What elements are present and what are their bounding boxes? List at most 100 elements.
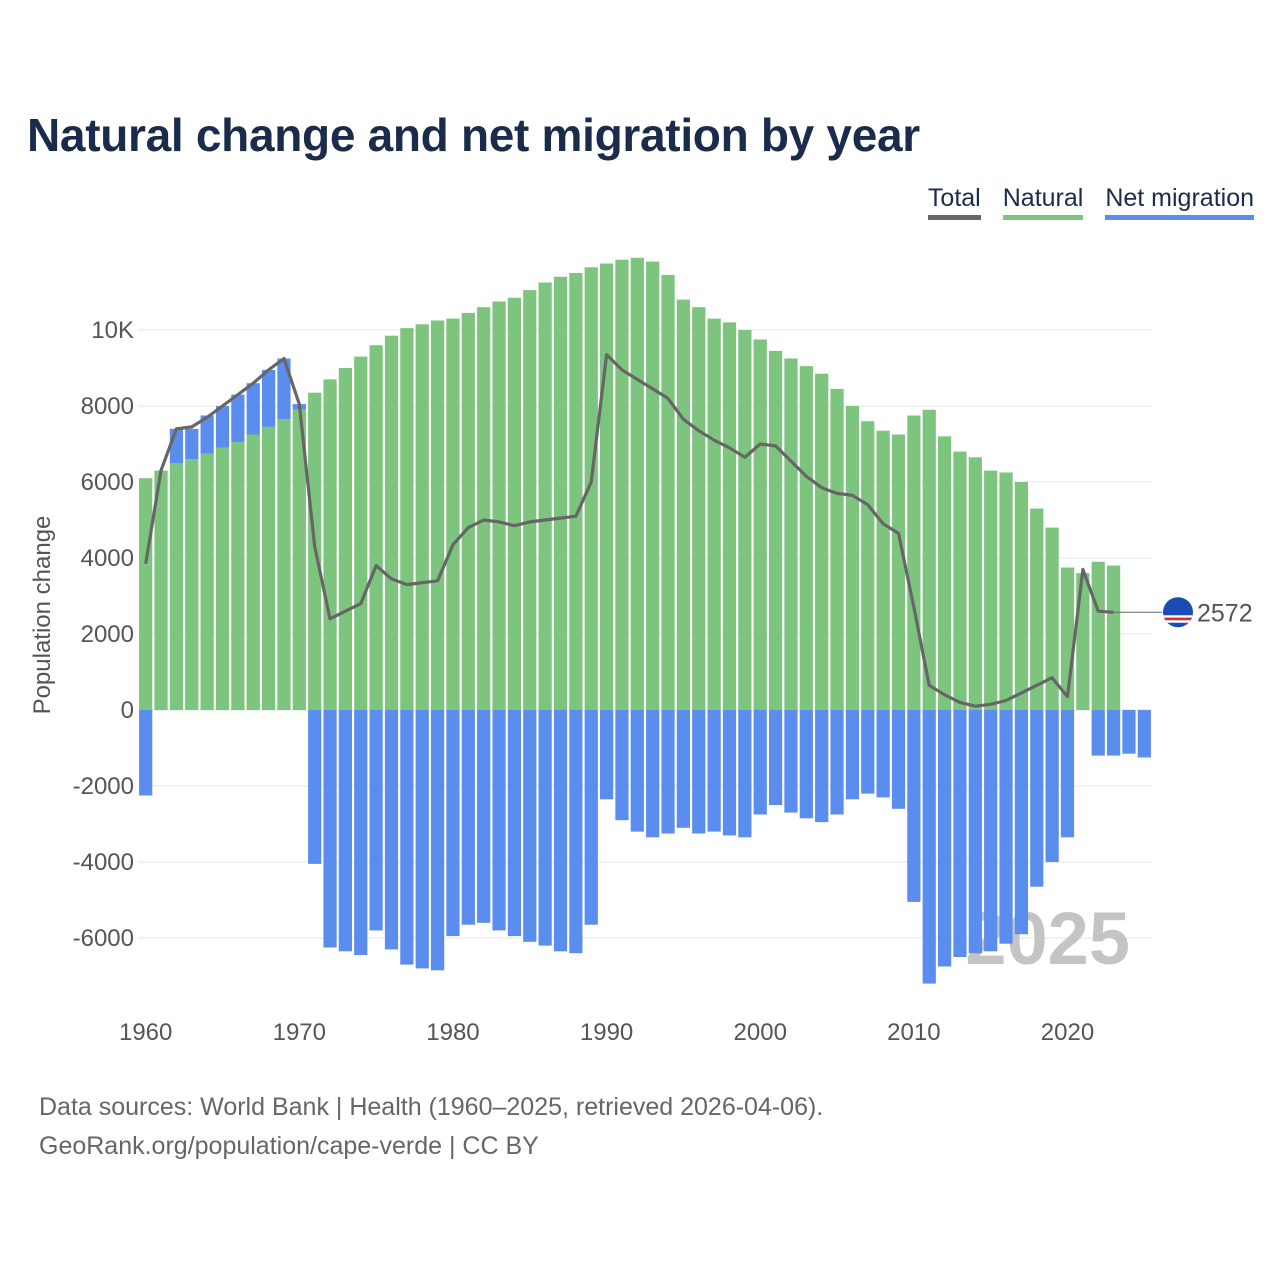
natural-bar[interactable] [384,335,399,710]
net-migration-bar[interactable] [430,710,445,971]
net-migration-bar[interactable] [185,428,199,460]
net-migration-bar[interactable] [1106,710,1121,756]
net-migration-bar[interactable] [354,710,368,956]
natural-bar[interactable] [246,434,260,711]
natural-bar[interactable] [953,451,967,710]
net-migration-bar[interactable] [738,710,752,838]
natural-bar[interactable] [139,478,153,710]
net-migration-bar[interactable] [1091,710,1105,756]
natural-bar[interactable] [400,328,414,710]
net-migration-bar[interactable] [538,710,552,946]
natural-bar[interactable] [338,368,353,710]
natural-bar[interactable] [430,320,445,711]
net-migration-bar[interactable] [615,710,629,821]
natural-bar[interactable] [292,409,306,710]
legend-item-total[interactable]: Total [927,184,981,220]
natural-bar[interactable] [507,297,522,710]
legend-item-net-migration[interactable]: Net migration [1105,184,1254,220]
net-migration-bar[interactable] [215,406,230,448]
natural-bar[interactable] [984,470,998,710]
natural-bar[interactable] [1091,561,1105,710]
natural-bar[interactable] [523,290,537,710]
natural-bar[interactable] [845,406,860,710]
natural-bar[interactable] [676,299,691,710]
net-migration-bar[interactable] [446,710,460,937]
natural-bar[interactable] [185,459,199,710]
net-migration-bar[interactable] [584,710,598,925]
net-migration-bar[interactable] [830,710,844,815]
net-migration-bar[interactable] [861,710,875,794]
net-migration-bar[interactable] [308,710,322,864]
natural-bar[interactable] [569,273,583,710]
net-migration-bar[interactable] [784,710,798,813]
natural-bar[interactable] [876,430,890,710]
natural-bar[interactable] [446,318,460,710]
natural-bar[interactable] [154,470,168,710]
total-line[interactable] [144,353,1114,708]
natural-bar[interactable] [861,421,875,710]
natural-bar[interactable] [461,312,475,710]
net-migration-bar[interactable] [599,710,614,800]
natural-bar[interactable] [584,267,598,710]
natural-bar[interactable] [261,426,276,710]
natural-bar[interactable] [707,318,721,710]
natural-bar[interactable] [415,324,429,710]
net-migration-bar[interactable] [477,710,491,923]
net-migration-bar[interactable] [646,710,660,838]
natural-bar[interactable] [169,463,184,710]
net-migration-bar[interactable] [461,710,475,925]
net-migration-bar[interactable] [1030,710,1044,887]
net-migration-bar[interactable] [338,710,353,952]
natural-bar[interactable] [354,356,368,710]
net-migration-bar[interactable] [1060,710,1075,838]
natural-bar[interactable] [738,330,752,710]
net-migration-bar[interactable] [891,710,906,809]
natural-bar[interactable] [968,457,982,710]
net-migration-bar[interactable] [876,710,890,798]
natural-bar[interactable] [661,274,675,710]
natural-bar[interactable] [922,409,936,710]
net-migration-bar[interactable] [661,710,675,834]
net-migration-bar[interactable] [799,710,813,819]
natural-bar[interactable] [815,373,829,710]
natural-bar[interactable] [646,261,660,710]
natural-bar[interactable] [799,366,813,710]
net-migration-bar[interactable] [323,710,337,948]
net-migration-bar[interactable] [845,710,860,800]
net-migration-bar[interactable] [953,710,967,957]
natural-bar[interactable] [1045,527,1059,710]
net-migration-bar[interactable] [676,710,691,828]
natural-bar[interactable] [753,339,767,711]
net-migration-bar[interactable] [692,710,706,834]
net-migration-bar[interactable] [722,710,737,836]
natural-bar[interactable] [200,453,214,711]
net-migration-bar[interactable] [277,358,291,420]
natural-bar[interactable] [692,307,706,710]
natural-bar[interactable] [553,276,568,710]
net-migration-bar[interactable] [984,710,998,952]
net-migration-bar[interactable] [384,710,399,950]
natural-bar[interactable] [722,322,737,710]
net-migration-bar[interactable] [1045,710,1059,862]
natural-bar[interactable] [1014,482,1029,710]
net-migration-bar[interactable] [768,710,783,805]
natural-bar[interactable] [830,388,844,710]
natural-bar[interactable] [538,282,552,711]
natural-bar[interactable] [215,447,230,710]
net-migration-bar[interactable] [553,710,568,952]
natural-bar[interactable] [784,358,798,711]
net-migration-bar[interactable] [400,710,414,965]
net-migration-bar[interactable] [753,710,767,815]
net-migration-bar[interactable] [907,710,921,902]
natural-bar[interactable] [1030,508,1044,710]
net-migration-bar[interactable] [1122,710,1136,754]
net-migration-bar[interactable] [1014,710,1029,935]
net-migration-bar[interactable] [415,710,429,969]
net-migration-bar[interactable] [246,383,260,435]
net-migration-bar[interactable] [999,710,1013,944]
natural-bar[interactable] [231,442,245,710]
natural-bar[interactable] [477,307,491,710]
net-migration-bar[interactable] [231,394,245,443]
source-line-2[interactable]: GeoRank.org/population/cape-verde | CC B… [39,1132,539,1160]
net-migration-bar[interactable] [1137,710,1151,758]
